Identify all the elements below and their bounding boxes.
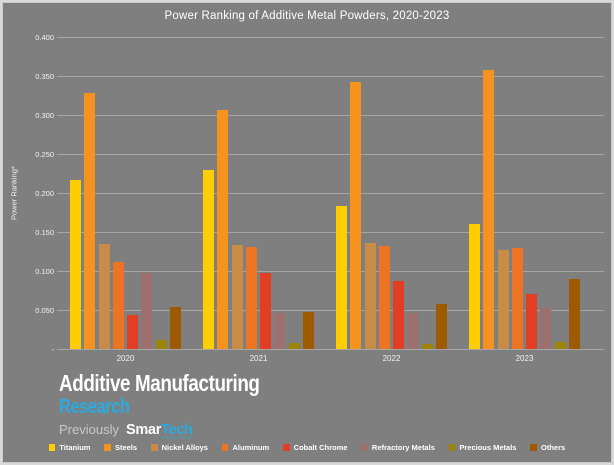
bar-nickel-alloys-2023 (497, 249, 509, 349)
legend-swatch-aluminum (221, 444, 229, 451)
legend-label: Refractory Metals (371, 443, 435, 452)
legend-item-cobalt-chrome: Cobalt Chrome (283, 443, 347, 452)
bar-cobalt-chrome-2021 (260, 272, 272, 349)
y-axis-tick-label: 0.150 (35, 227, 54, 237)
bar-aluminum-2020 (112, 261, 124, 349)
legend-label: Aluminum (232, 443, 270, 452)
legend-item-others: Others (530, 443, 565, 452)
bar-steels-2020 (84, 93, 96, 349)
bar-group-2021 (203, 37, 314, 349)
legend-swatch-nickel-alloys (151, 444, 158, 451)
bar-others-2023 (568, 278, 580, 349)
legend-label: Titanium (59, 443, 91, 452)
y-axis-tick-label: 0.250 (35, 149, 54, 159)
bar-steels-2023 (483, 69, 495, 349)
bar-titanium-2023 (469, 224, 480, 349)
gridline (57, 231, 604, 233)
bar-refractory-metals-2021 (274, 313, 286, 349)
smartech-logo: SmarTech ANALYSIS (125, 422, 193, 440)
bar-precious-metals-2021 (288, 342, 300, 349)
y-axis-tick-label: 0.200 (35, 188, 54, 198)
y-axis-tick-label: 0.300 (35, 110, 54, 120)
brand-previously-line: Previously SmarTech ANALYSIS (59, 422, 304, 440)
y-axis-tick-label: 0.400 (35, 32, 54, 42)
bar-cobalt-chrome-2020 (127, 314, 139, 349)
smartech-analysis-text: ANALYSIS (161, 435, 193, 440)
bar-nickel-alloys-2022 (364, 242, 376, 349)
smartech-part-cyan: Tech (161, 422, 193, 438)
legend-item-precious-metals: Precious Metals (448, 443, 517, 452)
legend-swatch-titanium (48, 444, 56, 451)
bar-cobalt-chrome-2022 (393, 281, 405, 349)
gridline (57, 309, 604, 311)
bar-precious-metals-2023 (554, 342, 566, 349)
plot-area: 0.400 0.350 0.300 0.250 0.200 0.150 0.100 0.050… (35, 33, 604, 363)
bar-nickel-alloys-2020 (98, 243, 110, 349)
brand-previously-text: Previously (59, 422, 119, 437)
bar-group-2023 (469, 37, 580, 349)
x-axis-label-2022: 2022 (382, 354, 401, 363)
legend-swatch-others (530, 444, 537, 451)
brand-name-line2: Research (59, 396, 130, 418)
gridline (57, 192, 604, 194)
legend-item-aluminum: Aluminum (221, 443, 270, 452)
legend-swatch-cobalt-chrome (283, 444, 290, 451)
legend-label: Others (540, 443, 566, 452)
bar-titanium-2021 (203, 170, 214, 349)
legend-label: Nickel Alloys (161, 443, 208, 452)
y-axis-tick-label: 0.050 (35, 305, 54, 315)
bar-group-2020 (70, 37, 181, 349)
legend-item-nickel-alloys: Nickel Alloys (151, 443, 208, 452)
smartech-part-white: Smar (125, 422, 162, 438)
chart-title: Power Ranking of Additive Metal Powders,… (164, 10, 450, 22)
x-axis-label-2020: 2020 (116, 354, 135, 363)
bar-titanium-2020 (70, 179, 81, 349)
bar-nickel-alloys-2021 (231, 244, 243, 349)
bar-aluminum-2023 (511, 248, 523, 349)
bar-cobalt-chrome-2023 (526, 294, 538, 349)
legend-swatch-precious-metals (448, 444, 456, 451)
bar-others-2020 (169, 306, 181, 349)
branding-logo: Additive Manufacturing Research Previous… (59, 370, 304, 441)
legend-item-refractory-metals: Refractory Metals (361, 443, 435, 452)
bar-steels-2021 (217, 109, 229, 349)
gridline (57, 153, 604, 155)
legend: Titanium Steels Nickel Alloys Aluminum Cobal… (2, 443, 612, 452)
bar-steels-2022 (350, 81, 362, 349)
x-axis-label-2021: 2021 (249, 354, 268, 363)
gridline (57, 75, 604, 77)
bar-others-2021 (302, 311, 314, 349)
legend-swatch-refractory-metals (361, 444, 368, 451)
bar-precious-metals-2022 (421, 343, 433, 349)
bar-precious-metals-2020 (155, 339, 167, 349)
bar-aluminum-2021 (245, 246, 257, 349)
y-axis-tick-label: 0.350 (35, 71, 54, 81)
legend-label: Steels (114, 443, 138, 452)
bar-titanium-2022 (336, 206, 347, 349)
gridline (57, 114, 604, 116)
legend-label: Precious Metals (459, 443, 517, 452)
bar-others-2022 (435, 303, 447, 349)
bar-aluminum-2022 (378, 246, 390, 349)
bar-refractory-metals-2023 (540, 307, 552, 349)
gridline (57, 348, 604, 350)
y-axis-tick-label: - (51, 344, 55, 354)
bar-refractory-metals-2022 (407, 313, 419, 349)
bar-group-2022 (336, 37, 447, 349)
legend-item-steels: Steels (104, 443, 137, 452)
legend-swatch-steels (104, 444, 111, 451)
brand-name-line1: Additive Manufacturing (59, 370, 260, 396)
y-axis-tick-label: 0.100 (35, 266, 54, 276)
gridline (57, 36, 604, 38)
gridline (57, 270, 604, 272)
legend-item-titanium: Titanium (48, 443, 91, 452)
bar-refractory-metals-2020 (141, 272, 153, 349)
y-axis-title: Power Ranking* (9, 166, 19, 220)
x-axis-label-2023: 2023 (515, 354, 534, 363)
legend-label: Cobalt Chrome (293, 443, 348, 452)
